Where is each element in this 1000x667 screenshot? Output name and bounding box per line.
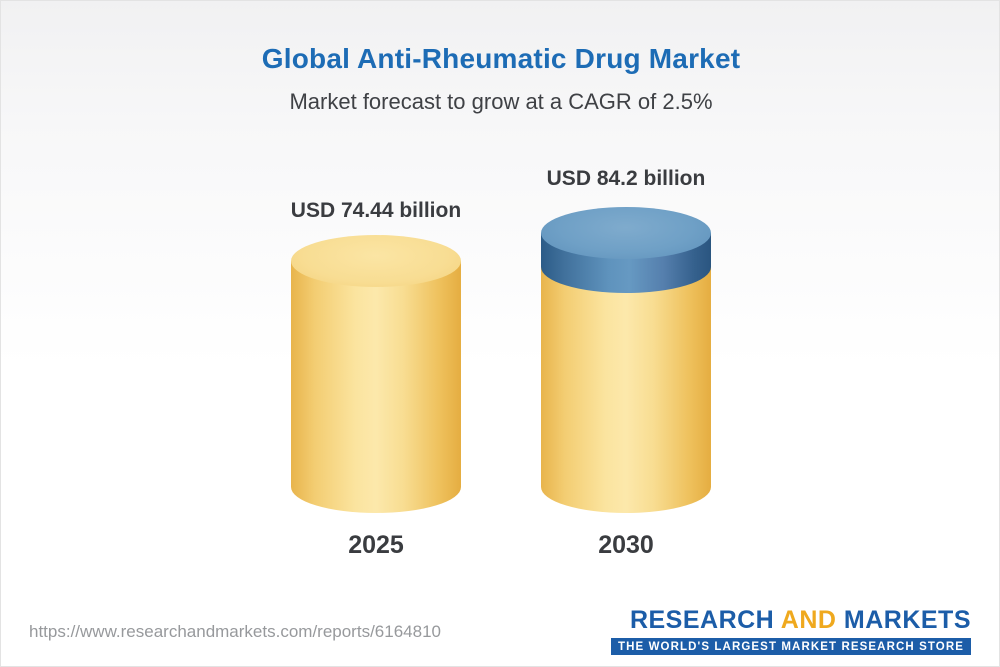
bar-value-label-2030: USD 84.2 billion <box>546 167 706 190</box>
research-and-markets-logo: RESEARCH AND MARKETS THE WORLD'S LARGEST… <box>611 606 971 655</box>
logo-word-research: RESEARCH <box>629 606 775 634</box>
cylinder-body-2030 <box>541 263 711 513</box>
bar-value-label-2025: USD 74.44 billion <box>290 199 462 222</box>
report-url[interactable]: https://www.researchandmarkets.com/repor… <box>29 622 441 641</box>
cylinder-top-2025 <box>291 235 461 287</box>
cylinder-body-2025 <box>291 261 461 513</box>
logo-word-and: AND <box>780 606 837 634</box>
page-subtitle: Market forecast to grow at a CAGR of 2.5… <box>289 89 713 114</box>
x-axis-label-2025: 2025 <box>348 531 404 559</box>
logo-word-markets: MARKETS <box>843 606 971 634</box>
logo-tagline: THE WORLD'S LARGEST MARKET RESEARCH STOR… <box>611 638 971 655</box>
page-title: Global Anti-Rheumatic Drug Market <box>261 43 741 74</box>
cylinder-top-2030 <box>541 207 711 259</box>
x-axis-label-2030: 2030 <box>598 531 654 559</box>
logo-wordmark: RESEARCH AND MARKETS <box>611 606 971 635</box>
